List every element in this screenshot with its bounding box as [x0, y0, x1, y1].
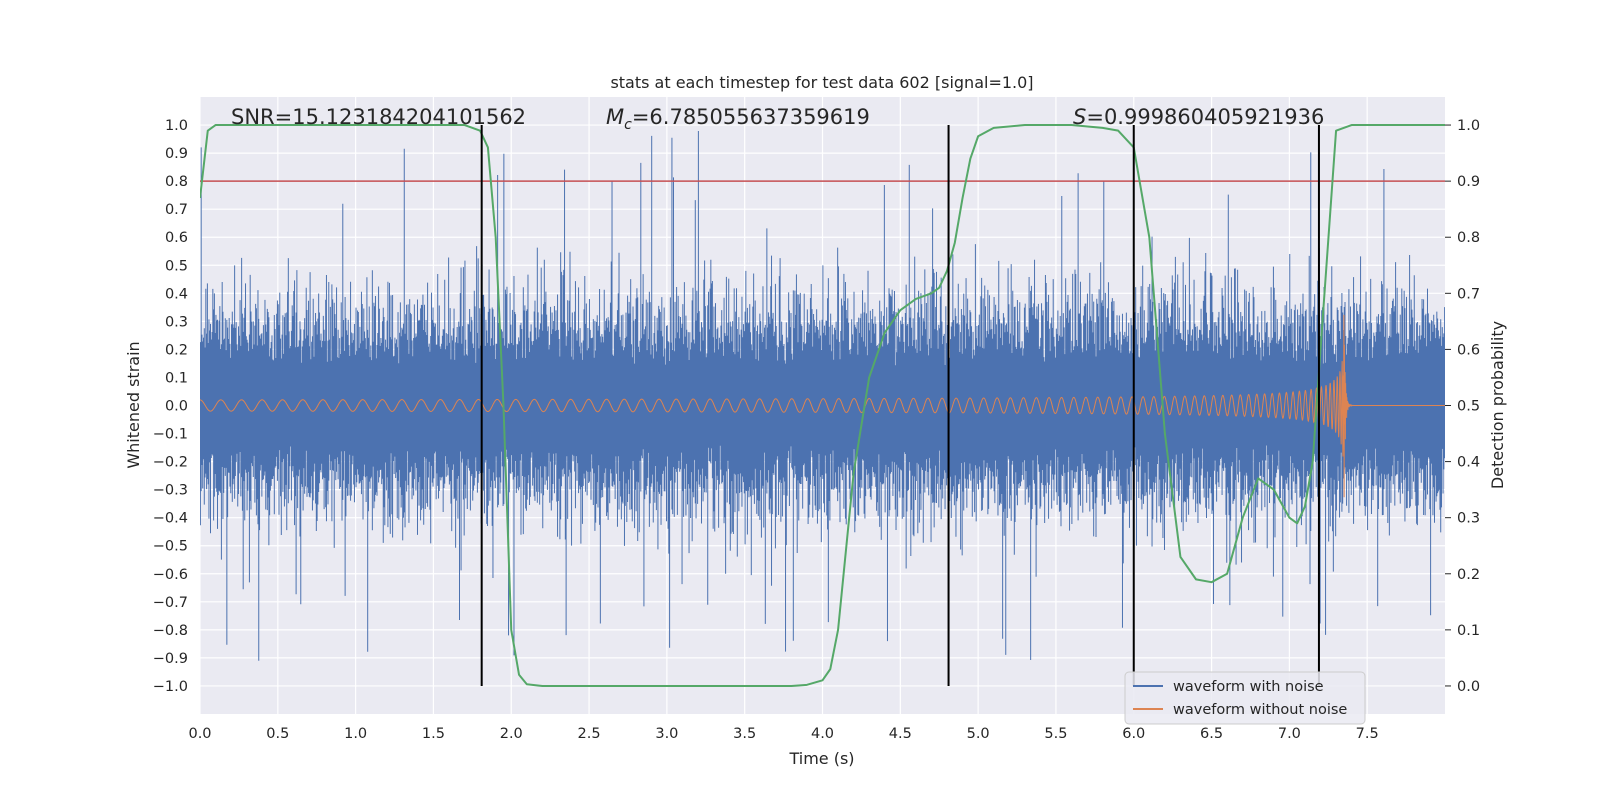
chart-title: stats at each timestep for test data 602… — [610, 73, 1033, 92]
y-tick-label: 0.9 — [165, 146, 188, 162]
x-axis-label: Time (s) — [788, 749, 854, 768]
y-tick-label: 0.8 — [165, 174, 188, 190]
y2-tick-label: 0.2 — [1457, 567, 1480, 583]
y-tick-label: −0.6 — [153, 567, 188, 583]
y-tick-label: −0.3 — [153, 483, 188, 499]
y-tick-label: 0.2 — [165, 342, 188, 358]
x-tick-label: 4.0 — [811, 726, 834, 742]
y-tick-label: −0.4 — [153, 511, 188, 527]
x-tick-label: 2.0 — [500, 726, 523, 742]
chirp-mass-value: =6.785055637359619 — [632, 105, 870, 129]
y-tick-label: 1.0 — [165, 118, 188, 134]
x-tick-label: 6.5 — [1200, 726, 1223, 742]
y-tick-label: 0.4 — [165, 286, 188, 302]
y2-tick-label: 0.5 — [1457, 399, 1480, 415]
x-tick-label: 3.0 — [655, 726, 678, 742]
y-tick-label: −1.0 — [153, 679, 188, 695]
y-tick-label: 0.7 — [165, 202, 188, 218]
chirp-mass-annotation: Mc=6.785055637359619 — [606, 105, 870, 133]
y-tick-label: −0.7 — [153, 595, 188, 611]
legend-box — [1124, 671, 1366, 725]
y2-tick-label: 0.1 — [1457, 623, 1480, 639]
legend-label-clean: waveform without noise — [1173, 702, 1347, 718]
y-tick-label: 0.1 — [165, 370, 188, 386]
series-detection-probability — [200, 124, 1445, 687]
x-tick-label: 7.5 — [1356, 726, 1379, 742]
chirp-mass-subscript: c — [624, 117, 632, 133]
x-tick-label: 0.0 — [188, 726, 211, 742]
y-tick-label: −0.9 — [153, 651, 188, 667]
x-tick-label: 2.5 — [578, 726, 601, 742]
y-tick-label: 0.0 — [165, 399, 188, 415]
chirp-mass-symbol: M — [606, 105, 624, 129]
y-tick-label: −0.8 — [153, 623, 188, 639]
y2-tick-label: 0.0 — [1457, 679, 1480, 695]
y2-tick-label: 0.8 — [1457, 230, 1480, 246]
y-tick-label: 0.3 — [165, 314, 188, 330]
y-tick-label: −0.5 — [153, 539, 188, 555]
y-tick-label: −0.1 — [153, 427, 188, 443]
x-tick-label: 5.5 — [1044, 726, 1067, 742]
x-tick-label: 1.5 — [422, 726, 445, 742]
y2-axis-label: Detection probability — [1488, 321, 1507, 489]
x-tick-label: 0.5 — [266, 726, 289, 742]
series-layer — [200, 124, 1445, 687]
y2-tick-label: 1.0 — [1457, 118, 1480, 134]
legend-label-noise: waveform with noise — [1173, 679, 1324, 695]
x-tick-label: 7.0 — [1278, 726, 1301, 742]
legend: waveform with noise waveform without noi… — [1124, 671, 1366, 725]
x-tick-label: 4.5 — [889, 726, 912, 742]
y2-tick-label: 0.4 — [1457, 455, 1480, 471]
detection-statistic-annotation: S=0.999860405921936 — [1073, 105, 1324, 129]
y-tick-label: −0.2 — [153, 455, 188, 471]
y-tick-label: 0.6 — [165, 230, 188, 246]
x-tick-label: 5.0 — [967, 726, 990, 742]
x-tick-labels: 0.0 0.5 1.0 1.5 2.0 2.5 3.0 3.5 4.0 4.5 5.0 5.5 6.0 6… — [188, 726, 1378, 742]
x-tick-label: 6.0 — [1122, 726, 1145, 742]
y2-tick-labels: 1.0 0.9 0.8 0.7 0.6 0.5 0.4 0.3 0.2 0.1 0.0 — [1445, 118, 1480, 695]
y-tick-label: 0.5 — [165, 258, 188, 274]
series-waveform-without-noise — [200, 314, 1445, 498]
y-tick-labels: 1.0 0.9 0.8 0.7 0.6 0.5 0.4 0.3 0.2 0.1 0.0 −0.1 −0.… — [153, 118, 188, 695]
x-tick-label: 1.0 — [344, 726, 367, 742]
y2-tick-label: 0.3 — [1457, 511, 1480, 527]
statistic-value: =0.999860405921936 — [1086, 105, 1324, 129]
y-axis-label: Whitened strain — [124, 341, 143, 468]
y2-tick-label: 0.7 — [1457, 286, 1480, 302]
snr-annotation: SNR=15.123184204101562 — [231, 105, 526, 129]
statistic-symbol: S — [1073, 105, 1086, 129]
y2-tick-label: 0.9 — [1457, 174, 1480, 190]
y2-tick-label: 0.6 — [1457, 342, 1480, 358]
x-tick-label: 3.5 — [733, 726, 756, 742]
